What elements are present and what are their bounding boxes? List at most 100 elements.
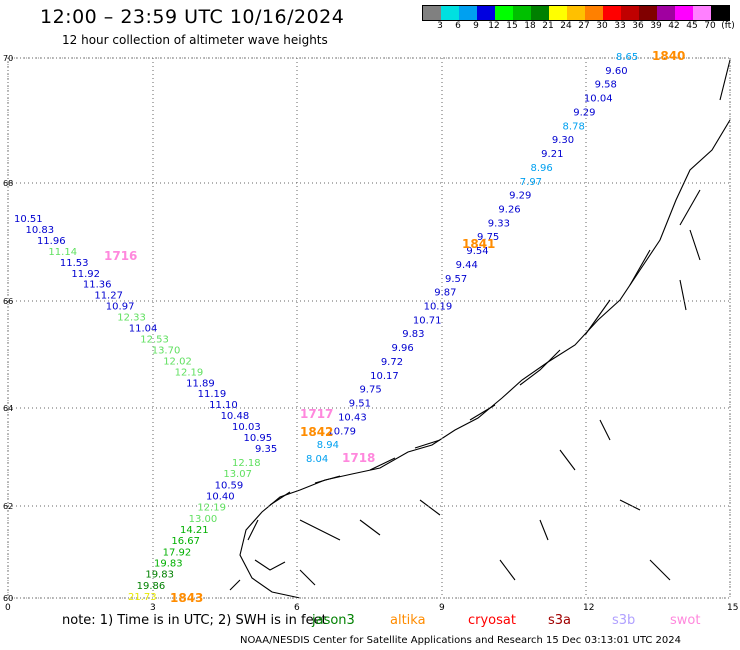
colorbar-tick: (ft) bbox=[721, 21, 735, 31]
swh-value-a: 13.07 bbox=[223, 469, 252, 480]
swh-value-b: 10.71 bbox=[413, 315, 442, 326]
colorbar-tick: 70 bbox=[704, 21, 716, 31]
swh-value-b: 9.51 bbox=[349, 399, 371, 410]
lon-label: 3 bbox=[150, 603, 156, 613]
swh-value-a: 10.59 bbox=[215, 480, 244, 491]
legend-jason3: jason3 bbox=[312, 613, 355, 628]
colorbar-tick: 45 bbox=[686, 21, 698, 31]
swh-value-a: 12.19 bbox=[175, 367, 204, 378]
lat-label: 64 bbox=[3, 404, 13, 413]
colorbar-swatch bbox=[567, 6, 585, 20]
swh-value-a: 10.48 bbox=[221, 411, 250, 422]
colorbar-tick: 3 bbox=[437, 21, 443, 31]
lat-label: 70 bbox=[3, 54, 13, 63]
coastline-segment bbox=[247, 475, 341, 541]
lat-label: 68 bbox=[3, 179, 13, 188]
swh-value-a: 13.70 bbox=[152, 345, 181, 356]
pass-id-label: 1840 bbox=[652, 49, 685, 63]
swh-value-b: 9.60 bbox=[605, 66, 627, 77]
colorbar-swatch bbox=[441, 6, 459, 20]
footer-credit: NOAA/NESDIS Center for Satellite Applica… bbox=[240, 635, 682, 646]
swh-value-b: 9.29 bbox=[509, 191, 531, 202]
swh-value-b: 9.58 bbox=[595, 80, 617, 91]
pass-id-label: 1716 bbox=[104, 249, 137, 263]
swh-value-a: 19.86 bbox=[137, 581, 166, 592]
swh-value-a: 10.95 bbox=[244, 433, 273, 444]
swh-value-b: 10.17 bbox=[370, 371, 399, 382]
swh-value-b: 10.79 bbox=[327, 426, 356, 437]
colorbar-tick: 15 bbox=[506, 21, 518, 31]
colorbar-swatch bbox=[603, 6, 621, 20]
colorbar-tick: 36 bbox=[632, 21, 644, 31]
swh-value-b: 9.75 bbox=[477, 232, 499, 243]
swh-value-b: 8.65 bbox=[616, 52, 638, 63]
swh-value-a: 9.35 bbox=[255, 444, 277, 455]
swh-value-a: 19.83 bbox=[145, 570, 174, 581]
lon-label: 12 bbox=[583, 603, 594, 613]
legend-s3b: s3b bbox=[612, 613, 636, 628]
swh-value-a: 10.51 bbox=[14, 214, 43, 225]
lon-label: 6 bbox=[294, 603, 300, 613]
lon-label: 0 bbox=[5, 603, 11, 613]
colorbar-tick: 27 bbox=[578, 21, 590, 31]
swh-value-b: 10.19 bbox=[424, 302, 453, 313]
swh-value-b: 9.21 bbox=[541, 149, 563, 160]
colorbar-swatch bbox=[621, 6, 639, 20]
swh-value-a: 12.18 bbox=[232, 458, 261, 469]
swh-value-a: 16.67 bbox=[171, 536, 200, 547]
swh-value-b: 8.96 bbox=[530, 163, 552, 174]
lon-label: 9 bbox=[439, 603, 445, 613]
swh-value-a: 12.53 bbox=[140, 334, 169, 345]
swh-value-a: 11.89 bbox=[186, 378, 215, 389]
swh-value-a: 10.83 bbox=[25, 225, 54, 236]
colorbar-swatch bbox=[423, 6, 441, 20]
swh-value-b: 9.87 bbox=[434, 288, 456, 299]
lat-label: 62 bbox=[3, 502, 13, 511]
swh-value-a: 17.92 bbox=[163, 547, 192, 558]
colorbar-tick: 9 bbox=[473, 21, 479, 31]
swh-value-b: 8.04 bbox=[306, 454, 328, 465]
swh-value-b: 10.04 bbox=[584, 94, 613, 105]
colorbar-swatch bbox=[675, 6, 693, 20]
colorbar-swatch bbox=[495, 6, 513, 20]
colorbar-tick: 18 bbox=[524, 21, 536, 31]
swh-value-a: 11.27 bbox=[94, 291, 123, 302]
lon-label: 15 bbox=[727, 603, 738, 613]
swh-value-b: 9.29 bbox=[573, 107, 595, 118]
coastline-segment bbox=[369, 349, 561, 471]
pass-id-label: 1842 bbox=[300, 425, 333, 439]
swh-value-b: 8.94 bbox=[317, 440, 339, 451]
colorbar-swatch bbox=[513, 6, 531, 20]
swh-value-a: 19.83 bbox=[154, 559, 183, 570]
swh-value-a: 11.19 bbox=[198, 389, 227, 400]
colorbar-swatch bbox=[639, 6, 657, 20]
legend-swot: swot bbox=[670, 613, 701, 628]
colorbar-swatch bbox=[657, 6, 675, 20]
colorbar-swatch bbox=[711, 6, 729, 20]
swh-value-a: 11.04 bbox=[129, 324, 158, 335]
note-text: note: 1) Time is in UTC; 2) SWH is in fe… bbox=[62, 613, 327, 628]
swh-value-b: 9.44 bbox=[456, 260, 478, 271]
swh-value-a: 10.40 bbox=[206, 492, 235, 503]
swh-value-a: 14.21 bbox=[180, 525, 209, 536]
map-subtitle: 12 hour collection of altimeter wave hei… bbox=[62, 33, 328, 47]
pass-id-label: 1841 bbox=[462, 237, 495, 251]
pass-id-label: 1843 bbox=[170, 591, 203, 605]
swh-value-a: 11.36 bbox=[83, 280, 112, 291]
coastline-segment bbox=[299, 499, 441, 541]
lat-label: 66 bbox=[3, 297, 13, 306]
swh-value-a: 11.10 bbox=[209, 400, 238, 411]
pass-id-label: 1718 bbox=[342, 451, 375, 465]
swh-value-b: 10.43 bbox=[338, 412, 367, 423]
colorbar-swatch bbox=[549, 6, 567, 20]
coastline-segment bbox=[229, 559, 316, 591]
legend-s3a: s3a bbox=[548, 613, 572, 628]
swh-value-b: 9.75 bbox=[359, 385, 381, 396]
swh-value-a: 12.19 bbox=[197, 503, 226, 514]
swh-value-b: 9.72 bbox=[381, 357, 403, 368]
swh-value-a: 11.14 bbox=[48, 247, 77, 258]
swh-value-b: 9.57 bbox=[445, 274, 467, 285]
coastline-segment bbox=[239, 119, 731, 599]
wave-height-colorbar bbox=[422, 5, 730, 21]
